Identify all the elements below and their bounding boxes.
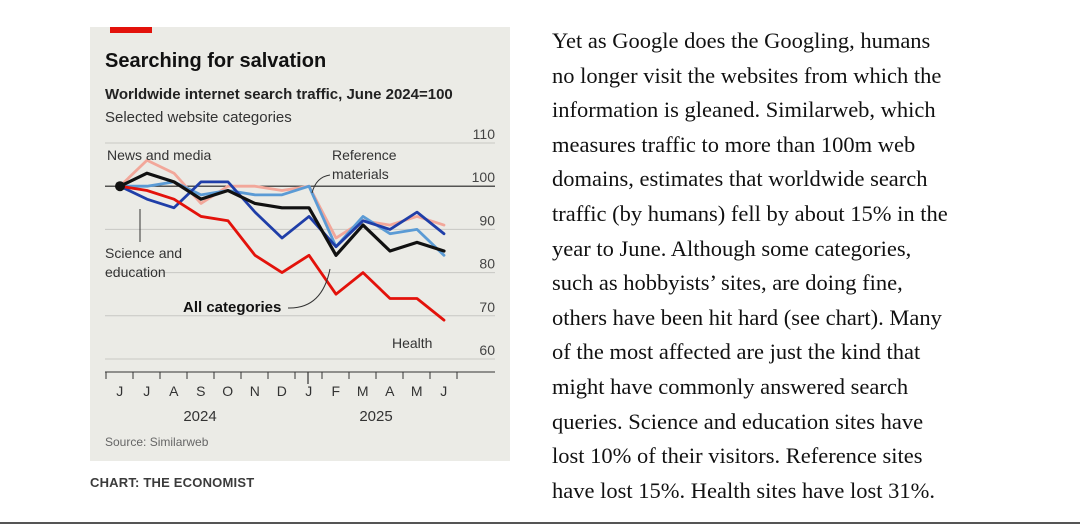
label-all-categories: All categories bbox=[183, 299, 281, 316]
article-line: domains, estimates that worldwide search bbox=[552, 166, 928, 192]
x-tick-label: D bbox=[277, 383, 288, 399]
series-line-health bbox=[118, 184, 446, 322]
line-chart: Searching for salvation Worldwide intern… bbox=[105, 27, 496, 449]
y-tick-label: 90 bbox=[479, 212, 495, 228]
year-label: 2025 bbox=[359, 408, 392, 425]
article-line: information is gleaned. Similarweb, whic… bbox=[552, 97, 936, 123]
y-tick-label: 70 bbox=[479, 299, 495, 315]
start-point-marker bbox=[115, 181, 125, 192]
chart-title: Searching for salvation bbox=[105, 50, 326, 72]
article-paragraph: Yet as Google does the Googling, humans … bbox=[552, 24, 1052, 508]
x-tick-label: A bbox=[169, 383, 179, 399]
chart-credit: CHART: THE ECONOMIST bbox=[90, 475, 255, 490]
y-tick-label: 60 bbox=[479, 342, 495, 358]
article-line: such as hobbyists’ sites, are doing fine… bbox=[552, 270, 903, 296]
x-tick-label: J bbox=[116, 383, 124, 399]
chart-subtitle-2: Selected website categories bbox=[105, 109, 292, 126]
economist-red-tag bbox=[110, 27, 152, 33]
series-line-science-and-education bbox=[118, 180, 446, 249]
chart-card: Searching for salvation Worldwide intern… bbox=[90, 27, 510, 461]
label-science-1: Science and bbox=[105, 245, 182, 261]
x-tick-label: O bbox=[222, 383, 233, 399]
x-tick-label: M bbox=[357, 383, 369, 399]
y-tick-label: 110 bbox=[473, 126, 496, 142]
article-line: might have commonly answered search bbox=[552, 373, 909, 399]
label-reference-2: materials bbox=[332, 166, 389, 182]
label-health: Health bbox=[392, 335, 432, 351]
x-tick-label: N bbox=[250, 383, 261, 399]
x-tick-label: A bbox=[385, 383, 395, 399]
label-science-2: education bbox=[105, 264, 166, 280]
article-line: of the most affected are just the kind t… bbox=[552, 339, 921, 365]
y-tick-label: 100 bbox=[472, 169, 496, 185]
source-note: Source: Similarweb bbox=[105, 435, 209, 449]
article-line: queries. Science and education sites hav… bbox=[552, 408, 924, 434]
article-line: no longer visit the websites from which … bbox=[552, 62, 942, 88]
x-tick-label: J bbox=[143, 383, 151, 399]
article-line: Yet as Google does the Googling, humans bbox=[552, 28, 931, 53]
label-news-and-media: News and media bbox=[107, 147, 211, 163]
y-tick-label: 80 bbox=[479, 256, 495, 272]
chart-subtitle: Worldwide internet search traffic, June … bbox=[105, 86, 453, 103]
year-label: 2024 bbox=[183, 408, 216, 425]
reference-leader-line bbox=[311, 174, 331, 194]
all-categories-leader-line bbox=[287, 268, 331, 309]
x-tick-label: J bbox=[440, 383, 448, 399]
x-tick-label: F bbox=[331, 383, 340, 399]
series-line-all-categories bbox=[118, 171, 446, 257]
article-line: others have been hit hard (see chart). M… bbox=[552, 304, 942, 330]
series-lines bbox=[115, 158, 446, 322]
article-line: traffic (by humans) fell by about 15% in… bbox=[552, 200, 948, 226]
x-tick-label: S bbox=[196, 383, 206, 399]
x-tick-label: J bbox=[305, 383, 313, 399]
article-line: lost 10% of their visitors. Reference si… bbox=[552, 443, 923, 469]
article-line: measures traffic to more than 100m web bbox=[552, 131, 916, 157]
gridlines: 110 100 90 80 70 60 bbox=[105, 126, 496, 360]
article-line: year to June. Although some categories, bbox=[552, 235, 912, 261]
series-line-news-and-media bbox=[118, 158, 446, 240]
article-line: have lost 15%. Health sites have lost 31… bbox=[552, 477, 936, 503]
label-reference-1: Reference bbox=[332, 147, 397, 163]
x-tick-label: M bbox=[411, 383, 423, 399]
bottom-divider bbox=[0, 522, 1080, 524]
